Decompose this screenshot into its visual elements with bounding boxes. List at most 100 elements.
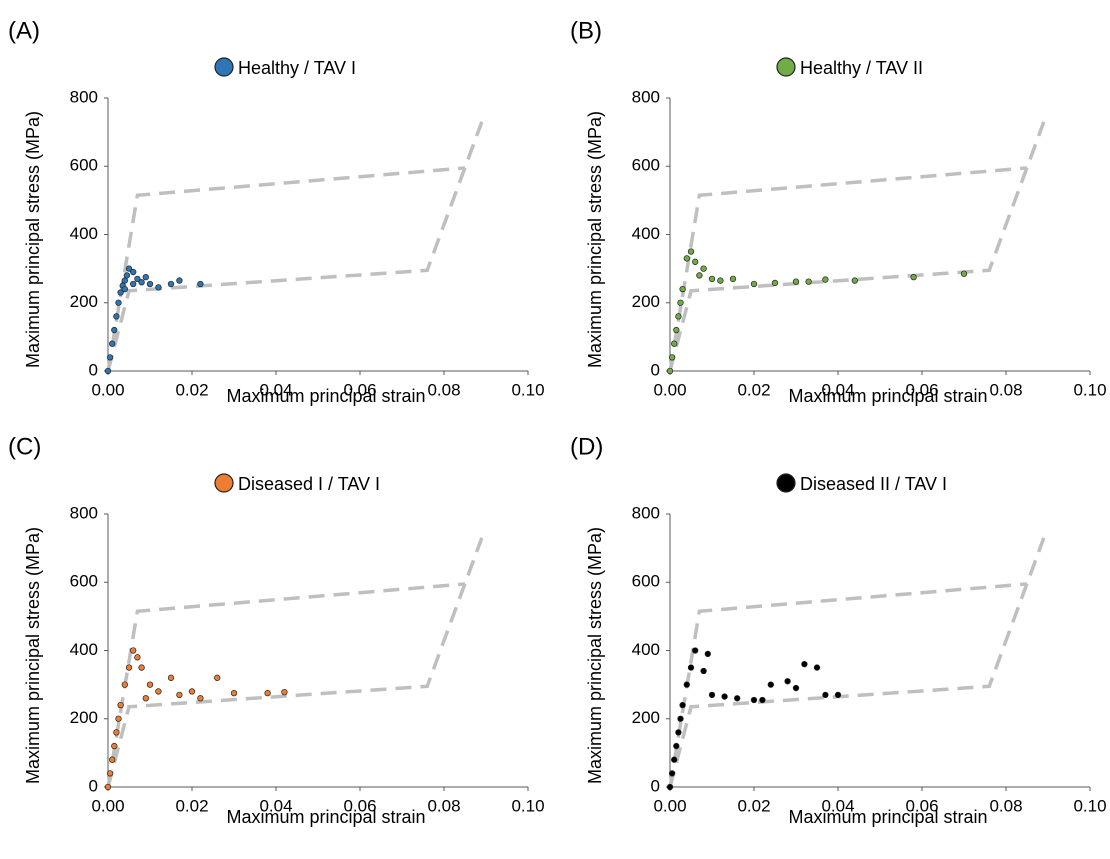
- data-point: [721, 693, 728, 700]
- data-point: [134, 275, 141, 283]
- x-tick-label: 0.06: [343, 380, 376, 399]
- data-point: [115, 715, 122, 722]
- x-tick-label: 0.00: [653, 380, 686, 399]
- data-point: [687, 664, 695, 671]
- data-point: [679, 701, 686, 709]
- y-tick-label: 400: [70, 224, 98, 243]
- data-point: [960, 270, 968, 277]
- data-point: [109, 340, 116, 347]
- data-point: [750, 280, 758, 288]
- data-point: [111, 742, 118, 750]
- x-tick-label: 0.08: [427, 796, 460, 815]
- data-point: [176, 277, 183, 284]
- y-tick-label: 0: [651, 360, 660, 379]
- data-point: [734, 695, 741, 702]
- reference-line: [668, 121, 1046, 372]
- data-point: [666, 783, 674, 791]
- data-point: [792, 278, 800, 285]
- reference-line: [106, 166, 466, 372]
- x-axis-label: Maximum principal strain: [788, 807, 987, 827]
- data-point: [121, 681, 128, 688]
- data-point: [729, 275, 737, 283]
- data-point: [113, 729, 120, 736]
- x-tick-label: 0.00: [91, 380, 124, 399]
- y-axis-label: Maximum principal stress (MPa): [23, 111, 43, 368]
- data-point: [109, 756, 116, 763]
- y-axis-label: Maximum principal stress (MPa): [585, 111, 605, 368]
- x-tick-label: 0.06: [905, 380, 938, 399]
- data-point: [759, 696, 766, 704]
- x-tick-label: 0.10: [1073, 380, 1106, 399]
- data-point: [668, 354, 676, 361]
- data-point: [117, 701, 124, 709]
- data-point: [822, 691, 829, 699]
- legend-marker: [214, 57, 234, 77]
- x-tick-label: 0.10: [511, 796, 544, 815]
- legend-marker: [776, 473, 796, 493]
- data-point: [104, 783, 112, 791]
- data-point: [668, 770, 676, 777]
- data-point: [176, 691, 183, 699]
- data-point: [123, 272, 131, 279]
- data-point: [675, 729, 682, 736]
- data-point: [700, 265, 707, 272]
- reference-line: [668, 537, 1046, 788]
- legend-label: Diseased II / TAV I: [800, 474, 947, 494]
- x-tick-label: 0.08: [989, 796, 1022, 815]
- reference-line: [106, 537, 484, 788]
- x-tick-label: 0.02: [175, 796, 208, 815]
- legend-marker: [776, 57, 796, 77]
- legend-label: Healthy / TAV I: [238, 58, 356, 78]
- data-point: [687, 248, 695, 255]
- y-tick-label: 200: [70, 708, 98, 727]
- y-tick-label: 0: [89, 776, 98, 795]
- x-tick-label: 0.04: [259, 796, 292, 815]
- data-point: [130, 280, 137, 288]
- data-point: [673, 742, 680, 750]
- x-axis-label: Maximum principal strain: [226, 386, 425, 406]
- x-tick-label: 0.06: [905, 796, 938, 815]
- panel: (B) Healthy / TAV II 0 200 400 600 800 0.00 0.02…: [570, 17, 1107, 405]
- data-point: [708, 275, 716, 283]
- y-tick-label: 600: [70, 156, 98, 175]
- data-point: [673, 326, 680, 334]
- data-point: [683, 681, 690, 688]
- y-tick-label: 200: [632, 708, 660, 727]
- data-point: [138, 279, 145, 286]
- y-tick-label: 400: [632, 224, 660, 243]
- reference-line: [668, 166, 1028, 372]
- data-point: [142, 695, 149, 702]
- panel-label: (C): [8, 433, 41, 460]
- data-point: [784, 678, 791, 685]
- y-tick-label: 800: [632, 87, 660, 106]
- x-tick-label: 0.02: [737, 380, 770, 399]
- data-point: [750, 696, 758, 704]
- y-axis-label: Maximum principal stress (MPa): [23, 527, 43, 784]
- data-point: [805, 278, 812, 285]
- data-point: [113, 313, 120, 320]
- panel-label: (D): [570, 433, 603, 460]
- data-point: [106, 354, 114, 361]
- data-point: [683, 255, 690, 262]
- data-point: [188, 688, 196, 695]
- x-tick-label: 0.04: [821, 796, 854, 815]
- data-point: [197, 280, 204, 288]
- panel: (C) Diseased I / TAV I 0 200 400 600 800 0.00 0.…: [8, 433, 545, 826]
- data-point: [106, 770, 114, 777]
- data-point: [679, 285, 686, 293]
- x-axis-label: Maximum principal strain: [788, 386, 987, 406]
- data-point: [111, 326, 118, 334]
- data-point: [125, 265, 133, 272]
- data-point: [692, 258, 699, 265]
- data-point: [167, 674, 175, 681]
- data-point: [130, 268, 137, 276]
- data-point: [792, 684, 800, 692]
- data-point: [822, 276, 829, 283]
- x-tick-label: 0.02: [737, 796, 770, 815]
- data-point: [671, 756, 678, 763]
- data-point: [675, 313, 682, 320]
- data-point: [717, 277, 724, 284]
- y-tick-label: 600: [632, 156, 660, 175]
- y-tick-label: 400: [632, 640, 660, 659]
